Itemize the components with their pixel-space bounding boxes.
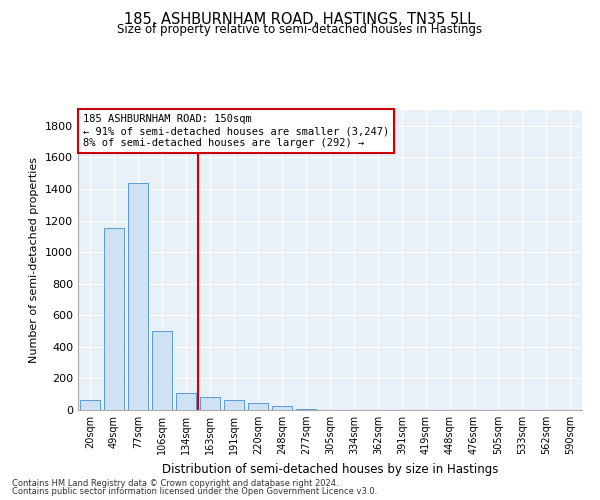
Text: Contains HM Land Registry data © Crown copyright and database right 2024.: Contains HM Land Registry data © Crown c… bbox=[12, 478, 338, 488]
Bar bbox=[176, 392, 196, 410]
Text: Contains public sector information licensed under the Open Government Licence v3: Contains public sector information licen… bbox=[12, 487, 377, 496]
Text: Size of property relative to semi-detached houses in Hastings: Size of property relative to semi-detach… bbox=[118, 22, 482, 36]
Bar bbox=[200, 398, 220, 410]
Bar bbox=[296, 409, 316, 410]
X-axis label: Distribution of semi-detached houses by size in Hastings: Distribution of semi-detached houses by … bbox=[162, 462, 498, 475]
Bar bbox=[80, 400, 100, 410]
Y-axis label: Number of semi-detached properties: Number of semi-detached properties bbox=[29, 157, 40, 363]
Bar bbox=[152, 331, 172, 410]
Text: 185, ASHBURNHAM ROAD, HASTINGS, TN35 5LL: 185, ASHBURNHAM ROAD, HASTINGS, TN35 5LL bbox=[124, 12, 476, 28]
Bar bbox=[272, 406, 292, 410]
Bar bbox=[248, 403, 268, 410]
Bar bbox=[224, 400, 244, 410]
Bar bbox=[104, 228, 124, 410]
Bar bbox=[128, 182, 148, 410]
Text: 185 ASHBURNHAM ROAD: 150sqm
← 91% of semi-detached houses are smaller (3,247)
8%: 185 ASHBURNHAM ROAD: 150sqm ← 91% of sem… bbox=[83, 114, 389, 148]
